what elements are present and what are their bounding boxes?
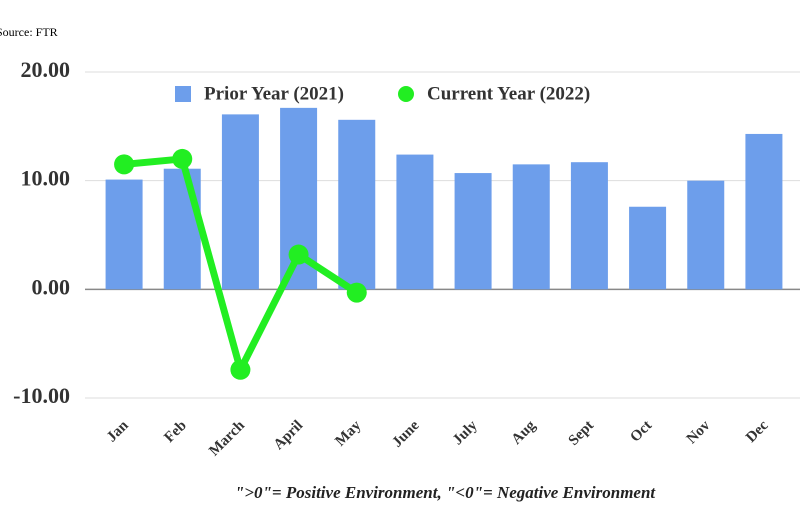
x-tick-label: Jan xyxy=(104,417,132,445)
bar xyxy=(745,133,783,290)
x-tick-label: June xyxy=(389,417,422,450)
bar xyxy=(687,180,725,290)
point xyxy=(346,282,367,303)
bar xyxy=(454,173,492,290)
y-tick-label: -10.00 xyxy=(13,383,70,408)
bar xyxy=(105,179,143,290)
bar xyxy=(396,154,434,290)
legend-swatch xyxy=(175,86,191,102)
bar xyxy=(570,162,608,290)
bar xyxy=(163,168,201,290)
x-tick-label: May xyxy=(332,417,364,449)
legend-label: Current Year (2022) xyxy=(427,83,590,104)
x-tick-label: March xyxy=(206,417,248,459)
bar xyxy=(629,206,667,290)
y-tick-label: 10.00 xyxy=(21,166,71,191)
legend-swatch xyxy=(398,86,414,102)
point xyxy=(114,154,135,175)
x-tick-label: Aug xyxy=(509,417,540,448)
x-tick-label: Dec xyxy=(743,417,772,446)
x-tick-label: Sept xyxy=(566,418,597,449)
source-note: Source: FTR xyxy=(0,25,58,39)
y-tick-label: 20.00 xyxy=(21,57,71,82)
x-tick-label: April xyxy=(271,418,306,453)
bar xyxy=(338,119,376,290)
bar xyxy=(512,164,550,290)
legend-label: Prior Year (2021) xyxy=(204,83,344,104)
point xyxy=(172,148,193,169)
x-tick-label: Nov xyxy=(684,417,714,447)
x-tick-label: July xyxy=(450,417,481,448)
point xyxy=(288,244,309,265)
point xyxy=(230,359,251,380)
footnote: ">0"= Positive Environment, "<0"= Negati… xyxy=(235,483,657,502)
y-tick-label: 0.00 xyxy=(32,274,71,299)
x-tick-label: Oct xyxy=(627,418,655,446)
bar xyxy=(221,114,259,290)
x-tick-label: Feb xyxy=(161,418,189,446)
